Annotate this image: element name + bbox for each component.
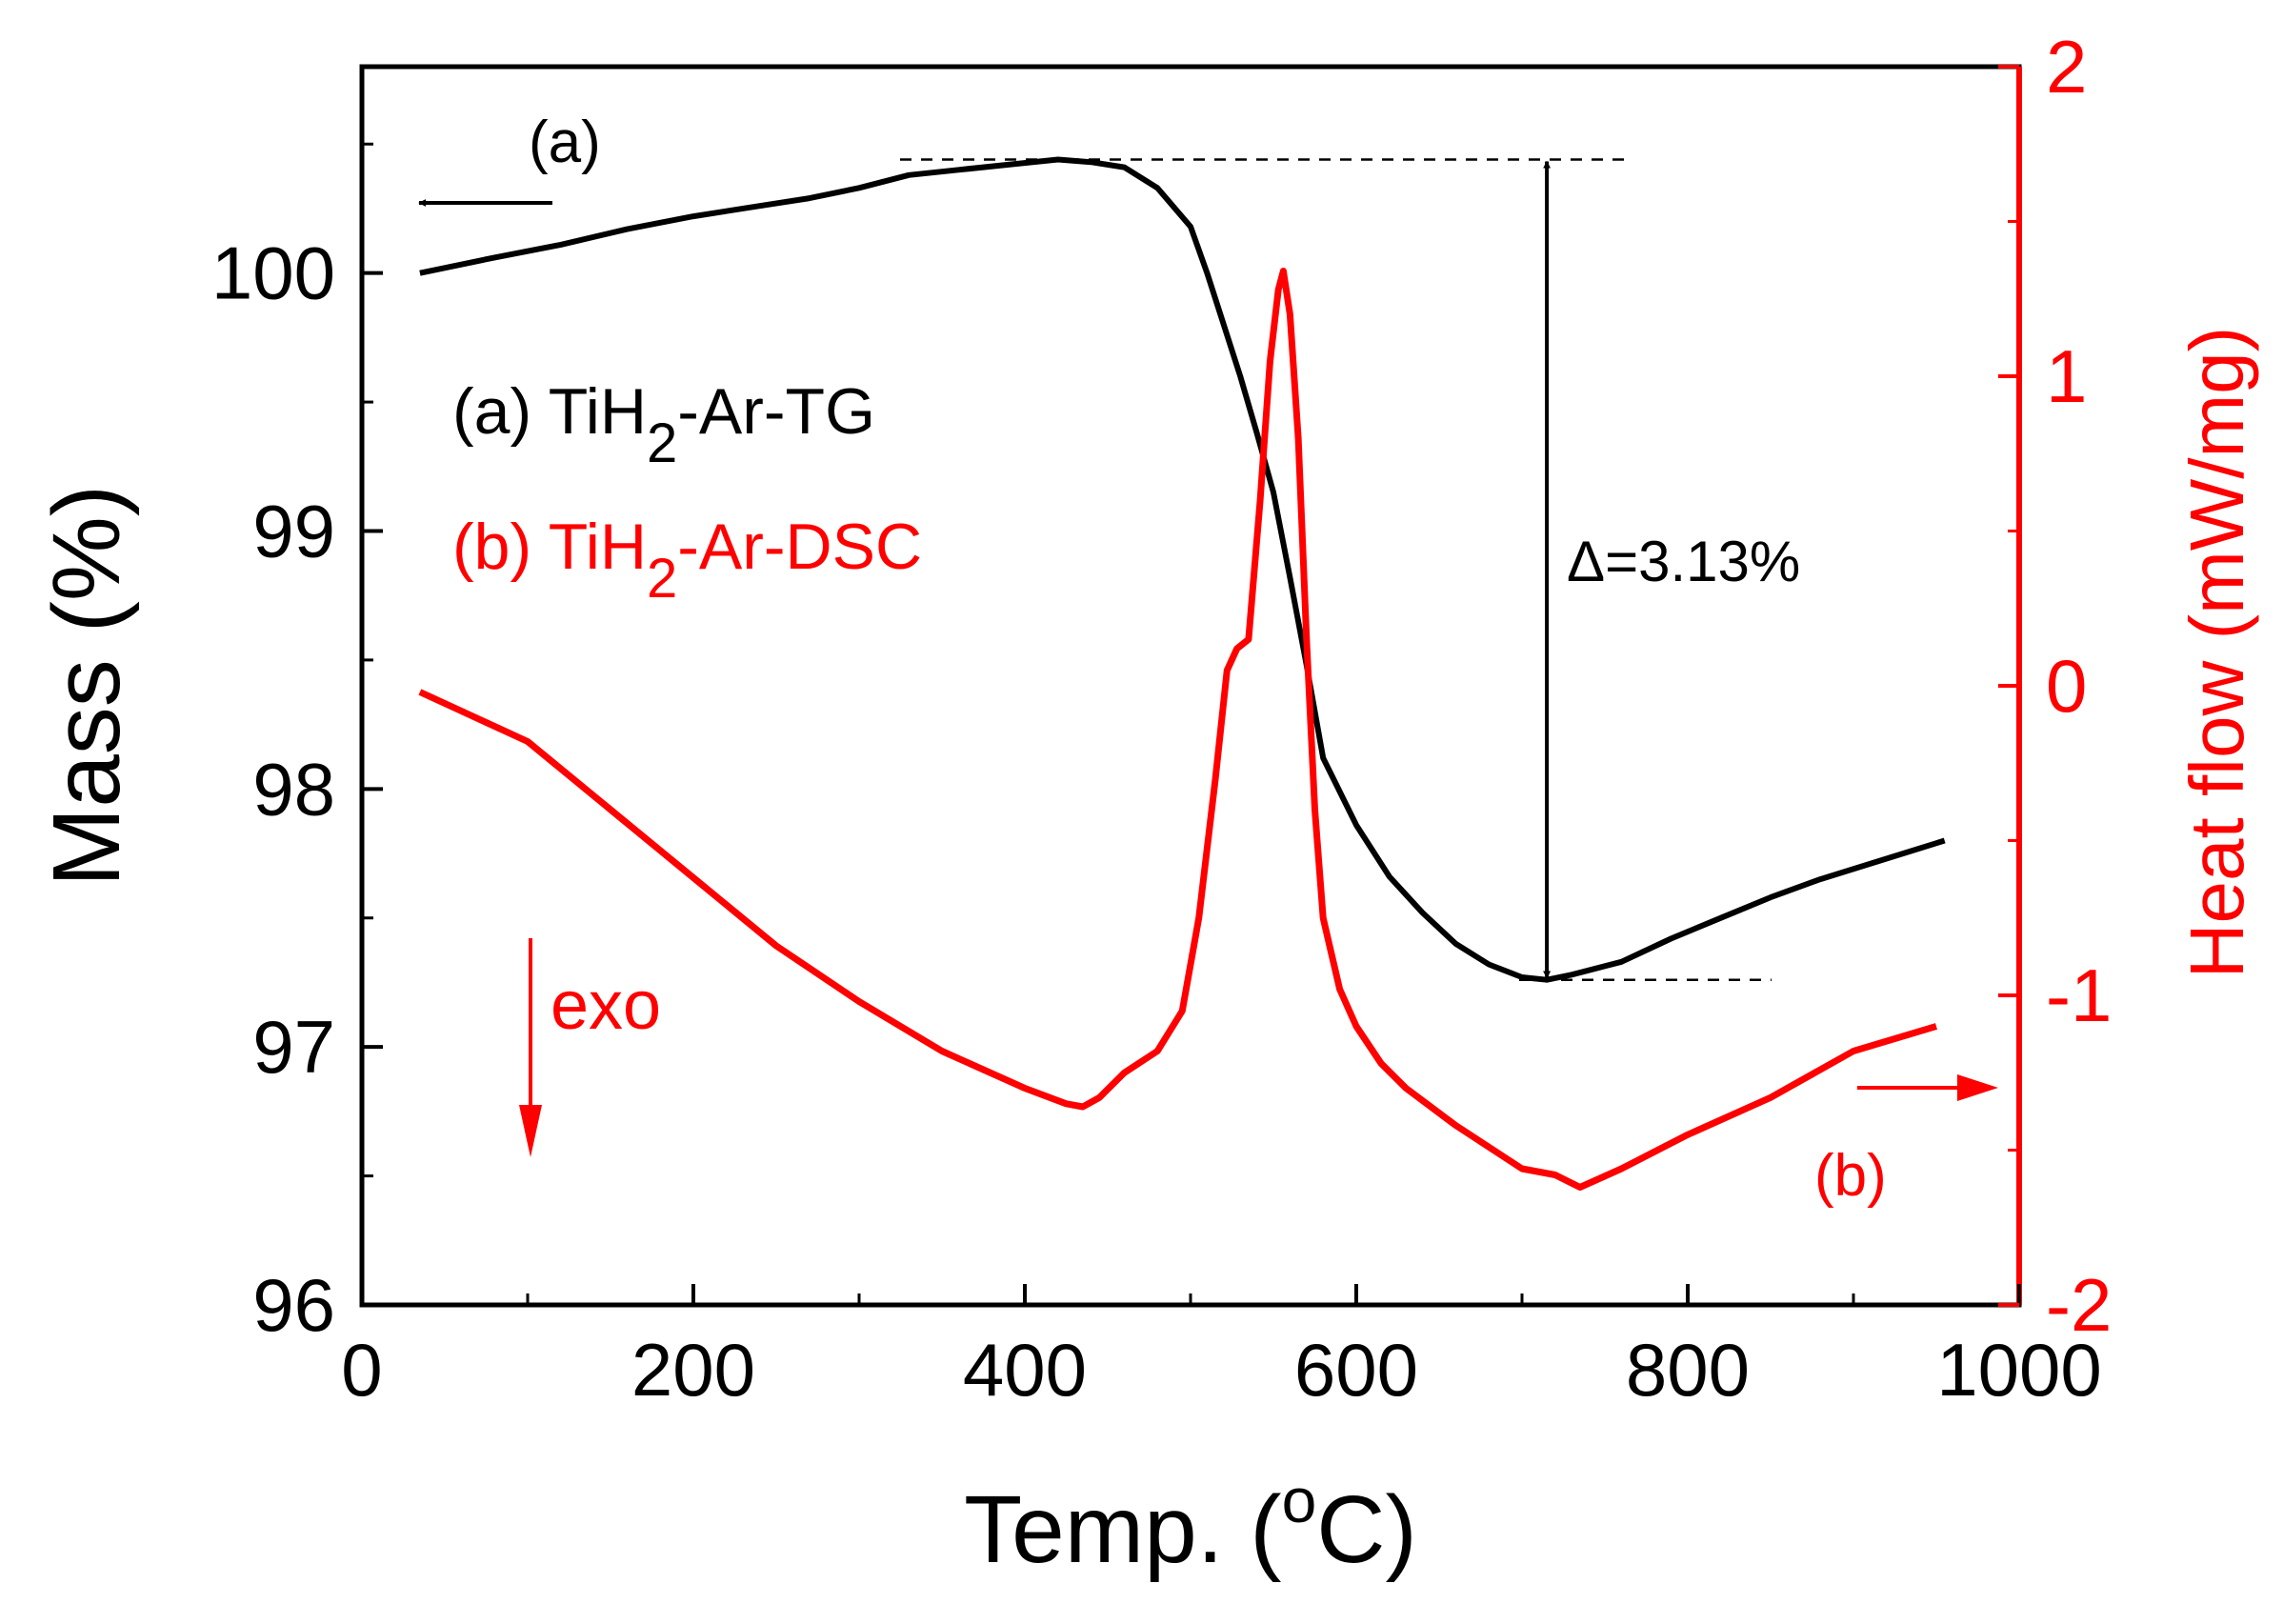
x-axis-title-main: Temp. (: [964, 1476, 1281, 1583]
x-tick-label: 800: [1626, 1328, 1750, 1412]
y-left-tick-label: 98: [252, 747, 335, 831]
exo-arrow-head: [519, 1105, 542, 1157]
plot-frame: [359, 64, 2022, 1308]
x-axis-title-sup: o: [1282, 1465, 1317, 1535]
tg-series-line: [419, 156, 1946, 983]
y-left-tick-label: 97: [252, 1005, 335, 1089]
x-tick-label: 200: [631, 1328, 755, 1412]
x-tick-label: 400: [963, 1328, 1087, 1412]
y-right-axis-title: Heat flow (mW/mg): [2174, 327, 2259, 979]
y-right-axis-ticks: -2 -1 0 1 2: [1998, 25, 2112, 1347]
y-right-tick-label: -2: [2046, 1263, 2112, 1347]
y-left-axis-ticks: 96 97 98 99 100: [211, 142, 383, 1347]
dsc-marker-label: (b): [1814, 1143, 1887, 1209]
delta-label: Δ=3.13%: [1567, 530, 1800, 593]
x-axis-title: Temp. (oC): [964, 1465, 1417, 1583]
x-tick-label: 600: [1294, 1328, 1418, 1412]
y-right-tick-label: -1: [2046, 953, 2112, 1037]
tg-marker-label: (a): [529, 110, 601, 175]
y-left-axis-title: Mass (%): [33, 485, 140, 887]
y-right-tick-label: 0: [2046, 644, 2087, 728]
y-left-tick-label: 96: [252, 1263, 335, 1347]
legend-tg-sub: 2: [647, 412, 677, 474]
legend-dsc-prefix: (b) TiH: [452, 511, 647, 583]
legend-tg-suffix: -Ar-TG: [677, 375, 875, 448]
x-tick-label: 0: [341, 1328, 382, 1412]
dsc-axis-arrow-head: [1957, 1074, 1998, 1101]
y-left-tick-label: 99: [252, 490, 335, 573]
dsc-series-line: [418, 268, 1938, 1191]
x-axis-title-tail: C): [1316, 1476, 1417, 1583]
y-right-tick-label: 2: [2046, 25, 2087, 109]
legend-dsc-sub: 2: [647, 548, 677, 610]
legend-dsc: (b) TiH2-Ar-DSC: [452, 511, 922, 610]
y-right-tick-label: 1: [2046, 334, 2087, 418]
y-left-tick-label: 100: [211, 231, 335, 315]
legend-tg: (a) TiH2-Ar-TG: [452, 375, 875, 474]
exo-label: exo: [551, 968, 661, 1044]
x-tick-label: 1000: [1936, 1328, 2102, 1412]
legend-dsc-suffix: -Ar-DSC: [677, 511, 922, 583]
x-axis-ticks: 0 200 400 600 800 1000: [341, 1284, 2102, 1412]
legend-tg-prefix: (a) TiH: [452, 375, 647, 448]
